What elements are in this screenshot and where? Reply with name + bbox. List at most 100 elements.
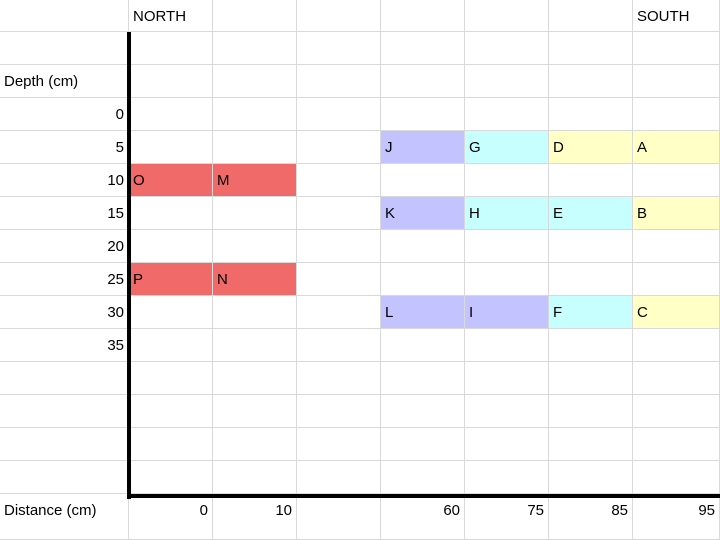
grid-cell[interactable] — [213, 32, 297, 65]
grid-cell[interactable] — [213, 0, 297, 32]
grid-cell[interactable] — [0, 395, 129, 428]
grid-cell[interactable] — [381, 0, 465, 32]
grid-cell[interactable] — [213, 230, 297, 263]
grid-cell[interactable] — [129, 0, 213, 32]
grid-cell[interactable] — [129, 428, 213, 461]
grid-cell[interactable] — [381, 230, 465, 263]
grid-cell[interactable] — [549, 32, 633, 65]
grid-cell[interactable] — [0, 0, 129, 32]
grid-cell[interactable] — [297, 65, 381, 98]
grid-cell[interactable] — [297, 428, 381, 461]
grid-cell[interactable] — [297, 131, 381, 164]
grid-cell[interactable] — [381, 263, 465, 296]
grid-cell[interactable] — [297, 98, 381, 131]
grid-cell[interactable] — [381, 296, 465, 329]
grid-cell[interactable] — [129, 197, 213, 230]
grid-cell[interactable] — [633, 395, 720, 428]
grid-cell[interactable] — [465, 131, 549, 164]
grid-cell[interactable] — [297, 362, 381, 395]
grid-cell[interactable] — [465, 98, 549, 131]
grid-cell[interactable] — [213, 362, 297, 395]
grid-cell[interactable] — [381, 131, 465, 164]
grid-cell[interactable] — [549, 428, 633, 461]
grid-cell[interactable] — [549, 131, 633, 164]
grid-cell[interactable] — [129, 263, 213, 296]
grid-cell[interactable] — [549, 263, 633, 296]
grid-cell[interactable] — [297, 164, 381, 197]
grid-cell[interactable] — [0, 362, 129, 395]
grid-cell[interactable] — [633, 428, 720, 461]
grid-cell[interactable] — [297, 329, 381, 362]
grid-cell[interactable] — [381, 65, 465, 98]
grid-cell[interactable] — [465, 0, 549, 32]
grid-cell[interactable] — [213, 65, 297, 98]
grid-cell[interactable] — [633, 98, 720, 131]
grid-cell[interactable] — [465, 65, 549, 98]
grid-cell[interactable] — [465, 296, 549, 329]
grid-cell[interactable] — [465, 362, 549, 395]
grid-cell[interactable] — [0, 461, 129, 494]
grid-cell[interactable] — [213, 98, 297, 131]
grid-cell[interactable] — [213, 131, 297, 164]
grid-cell[interactable] — [129, 461, 213, 494]
grid-cell[interactable] — [549, 197, 633, 230]
grid-cell[interactable] — [129, 32, 213, 65]
grid-cell[interactable] — [465, 197, 549, 230]
grid-cell[interactable] — [633, 329, 720, 362]
grid-cell[interactable] — [549, 296, 633, 329]
grid-cell[interactable] — [0, 428, 129, 461]
grid-cell[interactable] — [549, 362, 633, 395]
grid-cell[interactable] — [213, 197, 297, 230]
grid-cell[interactable] — [0, 32, 129, 65]
grid-cell[interactable] — [213, 263, 297, 296]
grid-cell[interactable] — [549, 461, 633, 494]
grid-cell[interactable] — [129, 296, 213, 329]
grid-cell[interactable] — [465, 263, 549, 296]
grid-cell[interactable] — [213, 461, 297, 494]
grid-cell[interactable] — [129, 65, 213, 98]
grid-cell[interactable] — [633, 461, 720, 494]
grid-cell[interactable] — [129, 98, 213, 131]
grid-cell[interactable] — [465, 461, 549, 494]
grid-cell[interactable] — [381, 98, 465, 131]
grid-cell[interactable] — [465, 329, 549, 362]
grid-cell[interactable] — [465, 395, 549, 428]
grid-cell[interactable] — [633, 362, 720, 395]
grid-cell[interactable] — [549, 395, 633, 428]
grid-cell[interactable] — [381, 461, 465, 494]
grid-cell[interactable] — [297, 230, 381, 263]
grid-cell[interactable] — [381, 32, 465, 65]
grid-cell[interactable] — [549, 98, 633, 131]
grid-cell[interactable] — [297, 0, 381, 32]
grid-cell[interactable] — [633, 32, 720, 65]
grid-cell[interactable] — [129, 131, 213, 164]
grid-cell[interactable] — [633, 263, 720, 296]
grid-cell[interactable] — [129, 164, 213, 197]
grid-cell[interactable] — [633, 65, 720, 98]
grid-cell[interactable] — [465, 164, 549, 197]
grid-cell[interactable] — [129, 362, 213, 395]
grid-cell[interactable] — [549, 0, 633, 32]
grid-cell[interactable] — [213, 395, 297, 428]
grid-cell[interactable] — [465, 230, 549, 263]
grid-cell[interactable] — [297, 461, 381, 494]
grid-cell[interactable] — [381, 329, 465, 362]
grid-cell[interactable] — [381, 362, 465, 395]
grid-cell[interactable] — [549, 164, 633, 197]
grid-cell[interactable] — [381, 395, 465, 428]
grid-cell[interactable] — [297, 263, 381, 296]
grid-cell[interactable] — [213, 428, 297, 461]
grid-cell[interactable] — [465, 428, 549, 461]
grid-cell[interactable] — [129, 395, 213, 428]
grid-cell[interactable] — [633, 164, 720, 197]
grid-cell[interactable] — [213, 164, 297, 197]
grid-cell[interactable] — [633, 230, 720, 263]
grid-cell[interactable] — [297, 296, 381, 329]
grid-cell[interactable] — [213, 329, 297, 362]
grid-cell[interactable] — [129, 230, 213, 263]
grid-cell[interactable] — [297, 494, 381, 540]
grid-cell[interactable] — [549, 329, 633, 362]
grid-cell[interactable] — [129, 329, 213, 362]
grid-cell[interactable] — [381, 197, 465, 230]
